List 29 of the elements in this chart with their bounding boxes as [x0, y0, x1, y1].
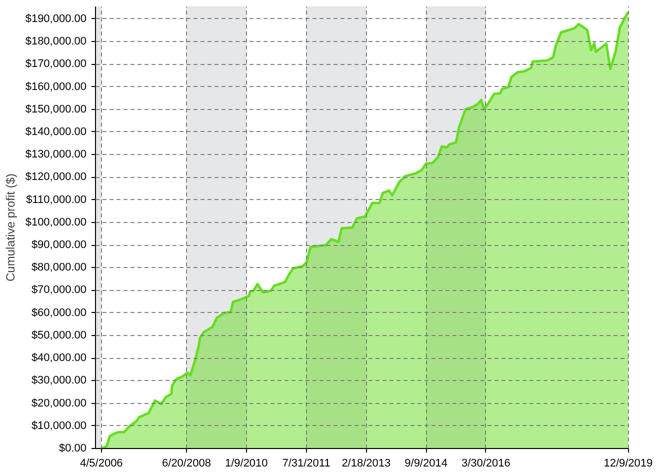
y-tick-label: $110,000.00	[26, 194, 87, 206]
y-tick-label: $20,000.00	[31, 397, 87, 410]
y-tick-label: $10,000.00	[31, 420, 87, 432]
x-tick-label: 7/31/2011	[282, 458, 330, 470]
x-tick-label: 9/9/2014	[404, 458, 448, 470]
y-tick-label: $40,000.00	[31, 352, 87, 364]
y-tick-label: $150,000.00	[25, 103, 86, 116]
y-tick-label: $170,000.00	[25, 58, 86, 70]
x-tick-label: 1/9/2010	[224, 458, 268, 470]
y-tick-label: $80,000.00	[31, 262, 87, 274]
y-tick-label: $160,000.00	[25, 80, 86, 93]
y-tick-label: $120,000.00	[25, 171, 86, 184]
x-tick-label: 6/20/2008	[162, 458, 211, 470]
y-tick-label: $70,000.00	[31, 284, 87, 296]
y-axis-title: Cumulative profit ($)	[3, 173, 18, 282]
y-tick-label: $190,000.00	[25, 12, 86, 25]
y-tick-label: $60,000.00	[31, 306, 87, 319]
y-tick-label: $180,000.00	[25, 36, 86, 48]
y-tick-label: $0.00	[58, 442, 87, 454]
y-tick-label: $130,000.00	[25, 148, 86, 161]
y-tick-label: $50,000.00	[31, 329, 87, 342]
y-tick-label: $140,000.00	[25, 126, 86, 138]
y-tick-label: $30,000.00	[31, 374, 87, 387]
y-tick-label: $100,000.00	[25, 216, 86, 228]
x-tick-label: 12/9/2019	[604, 458, 653, 470]
x-tick-label: 4/5/2006	[80, 458, 123, 470]
x-tick-label: 3/30/2016	[461, 458, 510, 470]
x-tick-label: 2/18/2013	[342, 458, 391, 470]
y-tick-label: $90,000.00	[31, 239, 87, 252]
